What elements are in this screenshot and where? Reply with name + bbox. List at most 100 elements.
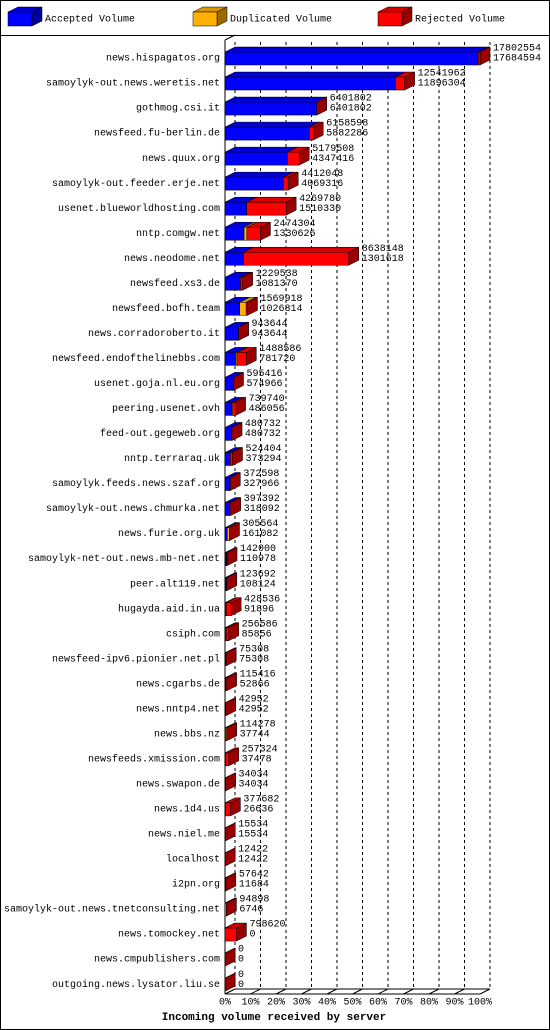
x-tick-label: 80% <box>420 998 438 1009</box>
bar-front <box>225 752 229 767</box>
y-tick-label: news.nntp4.net <box>136 704 220 715</box>
total-label: 8638148 <box>362 244 404 255</box>
bar-segment <box>224 146 298 166</box>
total-label: 4269780 <box>299 194 341 205</box>
bar-front <box>240 277 243 291</box>
accepted-label: 110978 <box>240 554 276 565</box>
bar-segment <box>224 972 236 992</box>
accepted-label: 0 <box>238 955 244 966</box>
bar-segment <box>225 797 241 817</box>
bar-top <box>224 96 327 103</box>
bar-segment <box>225 647 237 667</box>
x-tick-label: 90% <box>445 998 463 1009</box>
x-tick-label: 70% <box>394 998 412 1009</box>
y-tick-label: newsfeed-ipv6.pionier.net.pl <box>52 653 220 665</box>
accepted-label: 1081370 <box>256 279 298 290</box>
bar-segment <box>226 572 238 592</box>
accepted-label: 0 <box>249 930 255 941</box>
total-label: 15534 <box>238 820 268 831</box>
x-tick-label: 50% <box>343 998 361 1009</box>
bar-segment <box>231 422 243 441</box>
bar-front <box>224 877 227 892</box>
total-label: 428536 <box>244 594 280 605</box>
y-tick-label: news.hispagatos.org <box>106 53 220 65</box>
accepted-label: 85856 <box>242 629 272 640</box>
tick-mark <box>301 988 312 995</box>
bar-side <box>224 822 236 842</box>
y-tick-label: news.1d4.us <box>154 804 220 816</box>
bar-side <box>225 772 236 792</box>
bar-front <box>232 402 236 416</box>
bar-segment <box>232 397 246 416</box>
y-tick-label: nntp.comgw.net <box>136 229 220 240</box>
bar-segment <box>224 46 489 66</box>
bar-segment <box>226 897 237 917</box>
bar-front <box>246 226 261 241</box>
total-label: 257324 <box>242 744 278 755</box>
y-tick-label: news.corradoroberto.it <box>88 328 220 340</box>
bar-segment <box>224 872 237 892</box>
total-label: 142000 <box>240 544 276 555</box>
bar-segment <box>225 747 239 767</box>
total-label: 4412048 <box>301 169 343 180</box>
axis-line <box>224 34 236 41</box>
tick-mark <box>326 988 338 995</box>
bar-side <box>225 647 237 667</box>
bar-front <box>225 677 227 691</box>
bar-front <box>224 927 237 942</box>
bar-top <box>224 121 320 128</box>
y-tick-label: newsfeed.fu-berlin.de <box>94 128 220 140</box>
total-label: 480732 <box>245 419 281 430</box>
y-tick-label: samoylyk-out.feeder.erje.net <box>52 178 220 190</box>
bar-segment <box>224 922 247 942</box>
accepted-label: 480732 <box>245 429 281 440</box>
x-axis-title: Incoming volume received by server <box>162 1012 386 1024</box>
bar-segment <box>230 447 243 466</box>
legend-label: Duplicated Volume <box>230 14 332 26</box>
bar-segment <box>224 121 320 141</box>
accepted-label: 17684594 <box>493 54 541 65</box>
tick-mark <box>377 988 389 995</box>
bar-front <box>225 627 229 641</box>
bar-front <box>224 452 231 466</box>
bar-segment <box>226 722 237 742</box>
accepted-label: 4069316 <box>301 179 343 190</box>
y-tick-label: news.bbs.nz <box>154 728 220 740</box>
y-tick-label: news.tomockey.net <box>118 929 220 941</box>
y-tick-label: feed-out.gegeweb.org <box>100 428 220 440</box>
total-label: 5179508 <box>312 144 354 155</box>
accepted-label: 91896 <box>244 604 274 615</box>
bar-front <box>243 226 248 241</box>
bar-segment <box>225 622 239 642</box>
bar-front <box>224 527 228 541</box>
bar-segment <box>478 46 491 66</box>
total-label: 305564 <box>242 519 278 530</box>
y-tick-label: usenet.blueworldhosting.com <box>58 203 220 215</box>
accepted-label: 37478 <box>242 754 272 765</box>
accepted-label: 943644 <box>252 329 288 340</box>
total-label: 739740 <box>249 394 285 405</box>
tick-mark <box>250 988 261 995</box>
y-tick-label: news.quux.org <box>142 154 220 165</box>
tick-mark <box>403 988 414 995</box>
total-label: 17802554 <box>493 44 541 55</box>
accepted-label: 1301618 <box>362 254 404 265</box>
accepted-label: 327966 <box>243 479 279 490</box>
bar-side <box>226 722 237 742</box>
x-tick-label: 0% <box>219 998 231 1009</box>
bar-front <box>224 251 244 266</box>
legend-swatch <box>192 6 228 27</box>
bar-segment <box>395 71 415 91</box>
y-tick-label: peering.usenet.ovh <box>112 403 220 415</box>
accepted-label: 318092 <box>244 504 280 515</box>
y-tick-label: news.cgarbs.de <box>136 678 220 690</box>
y-tick-label: nntp.terraraq.uk <box>124 453 220 465</box>
y-tick-label: newsfeed.xs3.de <box>130 278 220 290</box>
bar-segment <box>246 221 271 241</box>
total-label: 94898 <box>239 895 269 906</box>
bar-segment <box>287 146 310 166</box>
bar-segment <box>246 196 297 216</box>
bar-front <box>224 226 245 241</box>
tick-mark <box>479 988 491 995</box>
accepted-label: 11684 <box>239 880 269 891</box>
